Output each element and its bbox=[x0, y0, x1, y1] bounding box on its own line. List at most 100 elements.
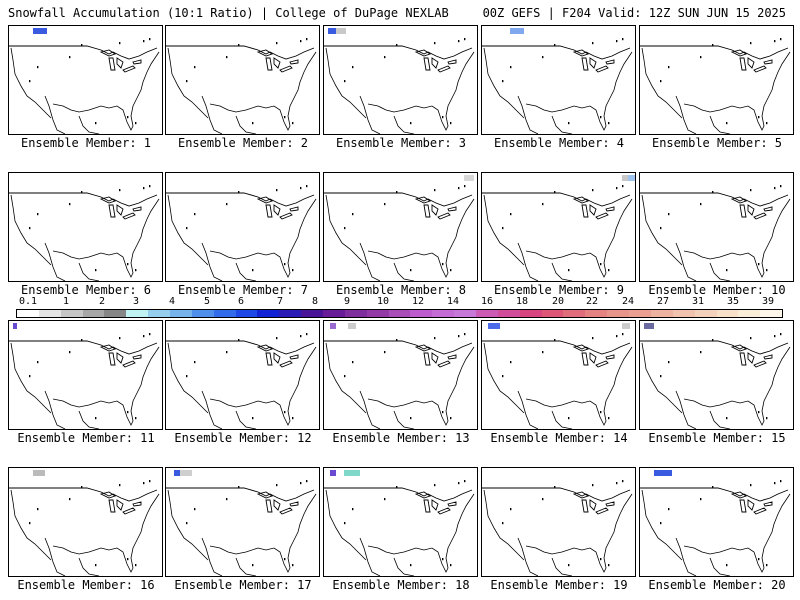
map-feature bbox=[69, 351, 71, 354]
member-label: Ensemble Member: 19 bbox=[490, 578, 628, 592]
map-feature bbox=[352, 508, 354, 511]
member-label: Ensemble Member: 17 bbox=[174, 578, 312, 592]
map-feature bbox=[252, 269, 254, 272]
member-map-panel bbox=[8, 172, 163, 282]
map-feature bbox=[700, 351, 702, 354]
colorbar-swatch bbox=[760, 310, 783, 317]
colorbar-swatch bbox=[629, 310, 651, 317]
map-feature bbox=[410, 269, 412, 272]
map-feature bbox=[226, 56, 228, 59]
map-feature bbox=[300, 335, 302, 338]
member-map-panel bbox=[8, 320, 163, 430]
map-feature bbox=[758, 558, 760, 561]
map-feature bbox=[37, 508, 39, 511]
us-canada-border bbox=[640, 192, 789, 207]
map-feature bbox=[37, 361, 39, 364]
map-feature bbox=[276, 42, 278, 45]
us-canada-border bbox=[482, 340, 631, 355]
map-feature bbox=[608, 122, 610, 125]
snowfall-shading bbox=[328, 28, 342, 34]
map-feature bbox=[69, 203, 71, 206]
colorbar-swatch bbox=[38, 310, 61, 317]
map-feature bbox=[119, 337, 121, 340]
member-map-panel bbox=[639, 25, 794, 135]
map-feature bbox=[600, 263, 602, 266]
colorbar-swatch bbox=[82, 310, 105, 317]
great-lakes bbox=[99, 49, 142, 73]
map-feature bbox=[344, 80, 346, 83]
map-feature bbox=[712, 486, 714, 489]
map-feature bbox=[127, 263, 129, 266]
map-feature bbox=[668, 66, 670, 69]
map-feature bbox=[660, 80, 662, 83]
coastline bbox=[10, 47, 160, 134]
map-feature bbox=[69, 56, 71, 59]
map-feature bbox=[143, 482, 145, 485]
member-map-panel bbox=[165, 25, 320, 135]
map-feature bbox=[252, 122, 254, 125]
colorbar-swatch bbox=[585, 310, 608, 317]
great-lakes bbox=[572, 196, 615, 220]
member-map-panel bbox=[481, 172, 636, 282]
member-map-panel bbox=[8, 25, 163, 135]
map-feature bbox=[592, 189, 594, 192]
colorbar-tick-label: 22 bbox=[585, 296, 599, 307]
snowfall-shading bbox=[348, 323, 356, 329]
us-canada-border bbox=[482, 487, 631, 502]
map-feature bbox=[458, 335, 460, 338]
map-feature bbox=[95, 269, 97, 272]
map-feature bbox=[95, 122, 97, 125]
colorbar-tick-label: 7 bbox=[276, 296, 284, 307]
map-feature bbox=[502, 522, 504, 525]
map-feature bbox=[292, 417, 294, 420]
us-canada-border bbox=[9, 340, 158, 355]
map-feature bbox=[450, 564, 452, 567]
colorbar-swatch bbox=[344, 310, 367, 317]
map-feature bbox=[69, 498, 71, 501]
map-feature bbox=[226, 498, 228, 501]
map-feature bbox=[502, 227, 504, 230]
map-feature bbox=[750, 189, 752, 192]
coastline bbox=[325, 489, 475, 576]
map-feature bbox=[81, 486, 83, 489]
colorbar-swatch bbox=[104, 310, 127, 317]
map-feature bbox=[622, 185, 624, 188]
map-feature bbox=[29, 522, 31, 525]
great-lakes bbox=[256, 344, 299, 368]
colorbar-tick-label: 18 bbox=[515, 296, 529, 307]
map-feature bbox=[29, 227, 31, 230]
great-lakes bbox=[99, 196, 142, 220]
map-feature bbox=[464, 480, 466, 483]
coastline bbox=[167, 489, 317, 576]
map-feature bbox=[194, 508, 196, 511]
great-lakes bbox=[572, 49, 615, 73]
coastline bbox=[10, 194, 160, 281]
member-label: Ensemble Member: 6 bbox=[20, 283, 152, 297]
snowfall-shading bbox=[174, 470, 180, 476]
map-feature bbox=[616, 187, 618, 190]
member-map-panel bbox=[639, 467, 794, 577]
map-feature bbox=[396, 44, 398, 47]
map-feature bbox=[458, 482, 460, 485]
member-label: Ensemble Member: 4 bbox=[493, 136, 625, 150]
member-map-panel bbox=[639, 320, 794, 430]
map-feature bbox=[568, 269, 570, 272]
map-feature bbox=[774, 335, 776, 338]
map-feature bbox=[284, 558, 286, 561]
map-feature bbox=[434, 42, 436, 45]
colorbar-swatch bbox=[650, 310, 673, 317]
map-feature bbox=[608, 417, 610, 420]
map-feature bbox=[758, 263, 760, 266]
map-feature bbox=[442, 411, 444, 414]
us-canada-border bbox=[482, 45, 631, 60]
map-feature bbox=[766, 122, 768, 125]
map-feature bbox=[510, 361, 512, 364]
colorbar-tick-label: 3 bbox=[132, 296, 140, 307]
map-feature bbox=[186, 522, 188, 525]
us-canada-border bbox=[482, 192, 631, 207]
map-feature bbox=[510, 508, 512, 511]
great-lakes bbox=[414, 344, 457, 368]
map-feature bbox=[238, 191, 240, 194]
map-feature bbox=[568, 122, 570, 125]
map-feature bbox=[292, 122, 294, 125]
